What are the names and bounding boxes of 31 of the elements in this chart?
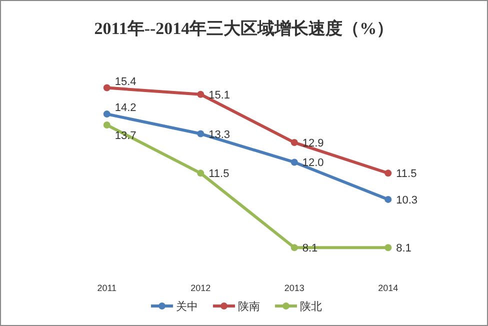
data-label: 15.1 — [208, 89, 230, 102]
point — [384, 170, 392, 177]
point — [103, 122, 110, 129]
point — [103, 84, 110, 92]
data-label: 15.4 — [114, 76, 136, 88]
data-label: 13.3 — [208, 128, 230, 141]
data-label: 14.2 — [114, 102, 136, 114]
point — [290, 139, 298, 146]
legend-label: 陕北 — [300, 300, 322, 313]
data-label: 8.1 — [302, 242, 318, 255]
point — [197, 170, 204, 177]
data-label: 11.5 — [208, 168, 230, 180]
point — [384, 196, 392, 203]
x-tick-label: 2011 — [97, 283, 117, 293]
point — [384, 244, 392, 252]
data-label: 10.3 — [396, 194, 418, 206]
legend-label: 陕南 — [238, 300, 260, 313]
chart-title: 2011年--2014年三大区域增长速度（%） — [94, 19, 394, 38]
point — [103, 110, 110, 118]
legend-label: 关中 — [176, 300, 198, 313]
data-label: 11.5 — [396, 168, 417, 180]
x-tick-label: 2014 — [378, 283, 398, 293]
point — [197, 90, 204, 98]
x-tick-label: 2013 — [284, 283, 304, 293]
x-tick-label: 2012 — [190, 283, 211, 293]
data-label: 8.1 — [396, 242, 412, 255]
point — [290, 244, 298, 252]
point — [290, 158, 298, 166]
point — [197, 130, 204, 138]
data-label: 12.0 — [302, 157, 324, 170]
data-label: 12.9 — [302, 138, 324, 150]
